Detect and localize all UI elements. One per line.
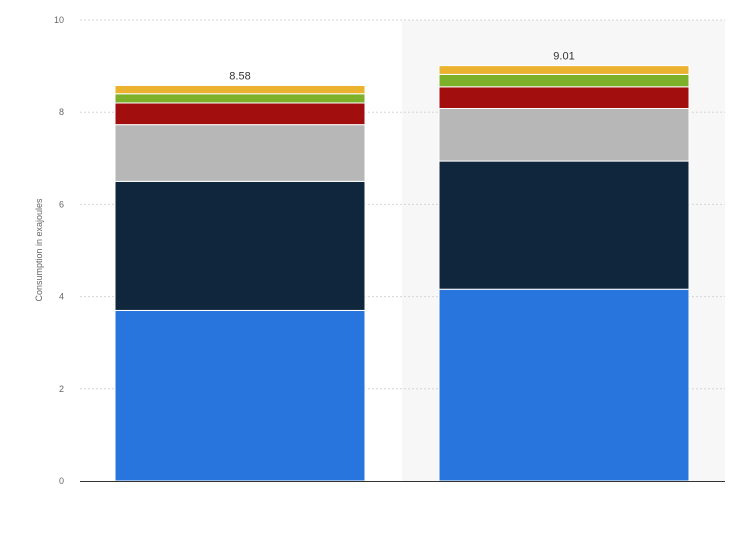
y-axis-label: Consumption in exajoules xyxy=(34,198,44,302)
bar-segment[interactable] xyxy=(114,180,366,311)
y-tick-label: 10 xyxy=(54,15,64,25)
bar-segment[interactable] xyxy=(438,160,690,290)
bar-segment[interactable] xyxy=(438,288,690,482)
bar-segment[interactable] xyxy=(114,124,366,182)
bar-segment[interactable] xyxy=(114,93,366,104)
bar-total-label: 9.01 xyxy=(553,51,574,63)
y-tick-label: 0 xyxy=(59,476,64,486)
total-labels: 8.58 9.01 xyxy=(229,51,574,83)
y-tick-label: 6 xyxy=(59,199,64,209)
bar-segment[interactable] xyxy=(114,84,366,95)
bar-segment[interactable] xyxy=(438,108,690,162)
y-tick-label: 2 xyxy=(59,384,64,394)
bar-segment[interactable] xyxy=(438,73,690,88)
bar-segment[interactable] xyxy=(114,102,366,126)
bars xyxy=(114,65,690,482)
y-tick-label: 4 xyxy=(59,292,64,302)
bar-segment[interactable] xyxy=(438,86,690,110)
bar-segment[interactable] xyxy=(438,65,690,75)
bar-segment[interactable] xyxy=(114,309,366,482)
y-axis-ticks: 0 2 4 6 8 10 xyxy=(54,15,64,486)
bar-total-label: 8.58 xyxy=(229,70,250,82)
y-tick-label: 8 xyxy=(59,107,64,117)
